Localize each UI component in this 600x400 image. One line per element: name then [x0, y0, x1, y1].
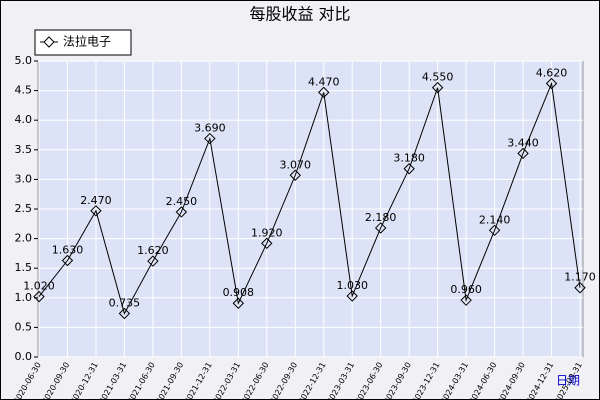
y-tick-label: 4.0 — [15, 113, 33, 126]
value-label: 4.620 — [536, 66, 568, 79]
value-label: 1.620 — [137, 244, 169, 257]
marker — [431, 81, 444, 94]
line — [38, 81, 581, 315]
marker — [232, 297, 245, 309]
value-label: 2.450 — [166, 195, 198, 208]
marker — [204, 132, 216, 145]
marker — [460, 294, 472, 306]
value-label: 4.470 — [308, 75, 340, 88]
y-tick-label: 0.0 — [15, 350, 33, 363]
marker — [147, 255, 159, 267]
value-label: 1.030 — [336, 279, 368, 292]
value-label: 0.960 — [450, 283, 482, 296]
y-tick-label: 5.0 — [15, 54, 33, 67]
marker — [33, 290, 45, 303]
marker — [403, 163, 415, 175]
value-label: 0.908 — [223, 286, 255, 299]
y-tick-label: 1.0 — [15, 291, 33, 304]
legend-marker — [43, 36, 55, 48]
marker — [318, 86, 330, 99]
chart-title: 每股收益 对比 — [249, 5, 350, 24]
value-label: 0.735 — [109, 296, 141, 309]
value-label: 2.140 — [479, 213, 511, 226]
marker — [374, 222, 387, 234]
marker — [574, 282, 586, 294]
value-label: 2.180 — [365, 211, 397, 224]
value-label: 4.550 — [422, 71, 454, 84]
marker — [545, 77, 558, 90]
marker — [61, 254, 74, 267]
value-label: 1.920 — [251, 226, 283, 239]
y-tick-label: 2.5 — [15, 202, 33, 215]
value-label: 3.070 — [280, 158, 312, 171]
value-label: 2.470 — [80, 194, 112, 207]
marker — [488, 224, 501, 237]
marker — [118, 307, 131, 320]
marker — [346, 290, 358, 302]
value-label: 3.180 — [393, 152, 425, 165]
value-label: 3.440 — [507, 136, 539, 149]
y-tick-label: 0.5 — [15, 320, 33, 333]
value-label: 1.170 — [564, 271, 596, 284]
y-tick-label: 3.5 — [15, 143, 33, 156]
marker — [175, 206, 188, 218]
marker — [261, 237, 273, 250]
marker — [90, 205, 102, 217]
value-label: 1.020 — [23, 280, 55, 293]
marker — [517, 147, 529, 160]
y-tick-label: 2.0 — [15, 232, 33, 245]
y-tick-label: 1.5 — [15, 261, 33, 274]
legend-label: 法拉电子 — [63, 34, 111, 49]
x-axis-label: 日期 — [556, 374, 580, 388]
value-label: 1.630 — [52, 244, 84, 257]
marker — [289, 169, 301, 181]
y-tick-label: 3.0 — [15, 172, 33, 185]
value-label: 3.690 — [194, 122, 226, 135]
y-tick-label: 4.5 — [15, 84, 33, 97]
